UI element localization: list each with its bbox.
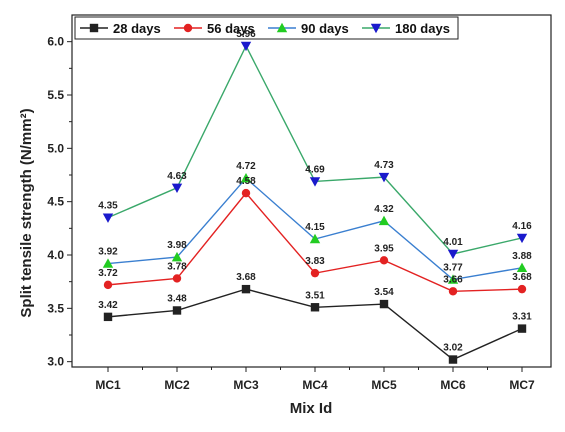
legend-label: 28 days <box>113 21 161 36</box>
data-label: 3.83 <box>305 256 325 267</box>
data-label: 3.68 <box>236 272 256 283</box>
data-label: 3.54 <box>374 287 394 298</box>
data-label: 3.42 <box>98 300 118 311</box>
series-lines <box>107 44 523 361</box>
data-point <box>448 287 458 296</box>
legend-label: 56 days <box>207 21 255 36</box>
x-tick-label: MC1 <box>95 378 121 392</box>
data-label: 3.92 <box>98 247 118 258</box>
data-point <box>310 303 320 312</box>
data-label: 4.01 <box>443 237 463 248</box>
data-label: 3.98 <box>167 240 187 251</box>
data-label: 3.02 <box>443 343 463 354</box>
data-point <box>517 284 527 294</box>
legend-label: 180 days <box>395 21 450 36</box>
data-point <box>171 183 183 193</box>
data-point <box>171 251 183 262</box>
legend-swatch-marker <box>183 23 193 33</box>
x-tick-label: MC3 <box>233 378 259 392</box>
legend-swatch-marker <box>276 22 288 33</box>
legend-label: 90 days <box>301 21 349 36</box>
data-label: 3.78 <box>167 261 187 272</box>
data-label: 3.31 <box>512 312 532 323</box>
data-point <box>516 262 528 272</box>
data-point <box>103 312 113 322</box>
x-tick-label: MC7 <box>509 378 535 392</box>
data-label: 5.96 <box>236 29 256 40</box>
data-point <box>378 172 390 183</box>
data-label: 3.48 <box>167 293 187 304</box>
data-label: 4.32 <box>374 204 394 215</box>
y-tick-label: 3.5 <box>47 301 64 315</box>
data-label: 4.63 <box>167 171 187 182</box>
series-markers <box>102 41 528 364</box>
data-label: 3.88 <box>512 251 532 262</box>
y-tick-label: 5.0 <box>47 141 64 155</box>
data-point <box>102 213 114 223</box>
x-axis: MC1 MC2 MC3 MC4 MC5 MC6 MC7 <box>95 367 535 392</box>
data-label: 3.95 <box>374 243 394 254</box>
y-tick-label: 5.5 <box>47 88 64 102</box>
data-point <box>447 249 459 260</box>
data-point <box>102 258 114 268</box>
data-label: 3.66 <box>443 274 463 285</box>
y-tick-label: 4.5 <box>47 195 64 209</box>
data-label: 4.15 <box>305 222 325 233</box>
data-point <box>517 324 527 333</box>
legend: 28 days 56 days 90 days 180 days <box>74 16 459 40</box>
data-point <box>448 355 458 364</box>
y-axis: 3.0 3.5 4.0 4.5 5.0 5.5 6.0 <box>47 35 72 369</box>
y-tick-label: 3.0 <box>47 355 64 369</box>
data-labels: 3.42 3.48 3.68 3.51 3.54 3.02 3.31 3.72 3.78 4.58… <box>98 29 532 354</box>
data-label: 4.72 <box>236 161 256 172</box>
data-label: 4.16 <box>512 221 532 232</box>
x-tick-label: MC5 <box>371 378 397 392</box>
x-axis-title: Mix Id <box>290 400 333 417</box>
y-axis-title: Split tensile strength (N/mm²) <box>18 108 35 317</box>
data-point <box>379 256 389 265</box>
data-label: 4.73 <box>374 160 394 171</box>
data-label: 4.69 <box>305 164 325 175</box>
data-label: 3.68 <box>512 272 532 283</box>
x-tick-label: MC6 <box>440 378 466 392</box>
data-point <box>309 233 321 244</box>
data-point <box>172 274 182 283</box>
data-label: 4.35 <box>98 201 118 212</box>
x-tick-label: MC2 <box>164 378 190 392</box>
y-tick-label: 4.0 <box>47 248 64 262</box>
data-point <box>379 299 389 309</box>
data-point <box>378 215 390 226</box>
plot-area <box>71 14 552 368</box>
data-label: 4.58 <box>236 176 256 187</box>
data-point <box>241 188 251 198</box>
data-point <box>240 173 252 183</box>
data-label: 3.77 <box>443 263 463 274</box>
legend-swatch-marker <box>370 23 382 34</box>
data-point <box>240 41 252 52</box>
legend-box <box>74 16 459 40</box>
data-point <box>103 280 113 290</box>
data-label: 3.72 <box>98 268 118 279</box>
data-point <box>172 306 182 315</box>
x-tick-label: MC4 <box>302 378 328 392</box>
data-point <box>241 284 251 294</box>
y-tick-label: 6.0 <box>47 35 64 49</box>
data-point <box>447 274 459 284</box>
data-label: 3.51 <box>305 290 325 301</box>
legend-swatch-marker <box>89 23 99 33</box>
data-point <box>310 268 320 278</box>
data-point <box>309 177 321 187</box>
data-point <box>516 233 528 244</box>
